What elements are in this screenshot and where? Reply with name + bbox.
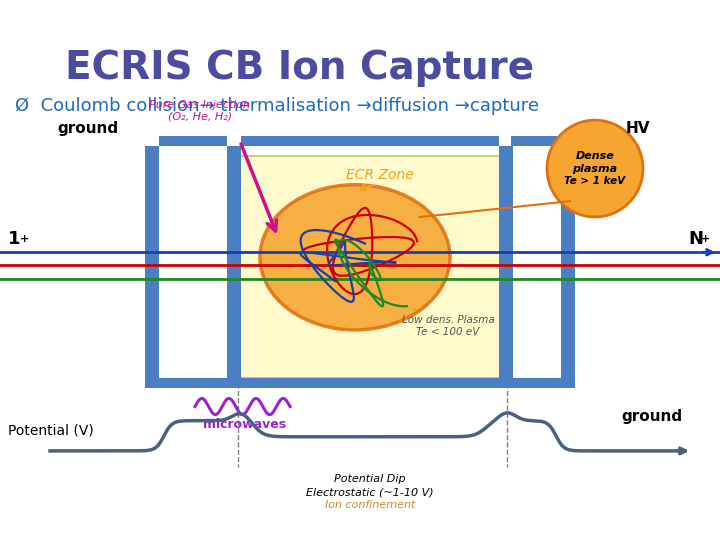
Text: plasma: plasma <box>572 164 618 173</box>
Bar <box>511 136 561 146</box>
Text: 1: 1 <box>8 230 20 248</box>
Bar <box>241 136 499 146</box>
Text: Advances in ECR Charge Breeders: Advances in ECR Charge Breeders <box>7 8 219 18</box>
Text: Potential (V): Potential (V) <box>8 424 94 438</box>
Text: 3: 3 <box>703 523 713 537</box>
Text: Potential Dip: Potential Dip <box>334 474 406 484</box>
Text: Dense: Dense <box>575 151 614 161</box>
Bar <box>241 379 499 388</box>
Bar <box>159 136 227 146</box>
Text: HV: HV <box>626 121 650 136</box>
Text: N: N <box>688 230 703 248</box>
Text: +: + <box>701 234 710 244</box>
Text: Electrostatic (~1-10 V): Electrostatic (~1-10 V) <box>306 487 434 497</box>
Text: Ion confinement: Ion confinement <box>325 501 415 510</box>
Text: EURISOL Town Meeting, Tuesday July 3rd 2018: EURISOL Town Meeting, Tuesday July 3rd 2… <box>7 525 265 535</box>
Bar <box>561 146 575 388</box>
Circle shape <box>547 120 643 217</box>
Text: Low dens. Plasma
Te < 100 eV: Low dens. Plasma Te < 100 eV <box>402 315 495 336</box>
Bar <box>499 146 513 388</box>
Bar <box>235 157 505 379</box>
Text: microwaves: microwaves <box>204 418 287 431</box>
Bar <box>145 146 159 388</box>
Bar <box>159 379 227 388</box>
Bar <box>511 379 561 388</box>
Text: Te > 1 keV: Te > 1 keV <box>564 176 626 186</box>
Ellipse shape <box>260 185 450 330</box>
Text: Ø  Coulomb collision→ thermalisation →diffusion →capture: Ø Coulomb collision→ thermalisation →dif… <box>15 97 539 115</box>
Bar <box>227 146 241 388</box>
Text: ground: ground <box>621 409 683 424</box>
Text: ground: ground <box>58 121 119 136</box>
Text: ECR Zone: ECR Zone <box>346 167 414 181</box>
Text: +: + <box>20 234 30 244</box>
Text: Pure Gas Injection
(O₂, He, H₂): Pure Gas Injection (O₂, He, H₂) <box>150 100 251 122</box>
Text: ECRIS CB Ion Capture: ECRIS CB Ion Capture <box>66 49 534 87</box>
